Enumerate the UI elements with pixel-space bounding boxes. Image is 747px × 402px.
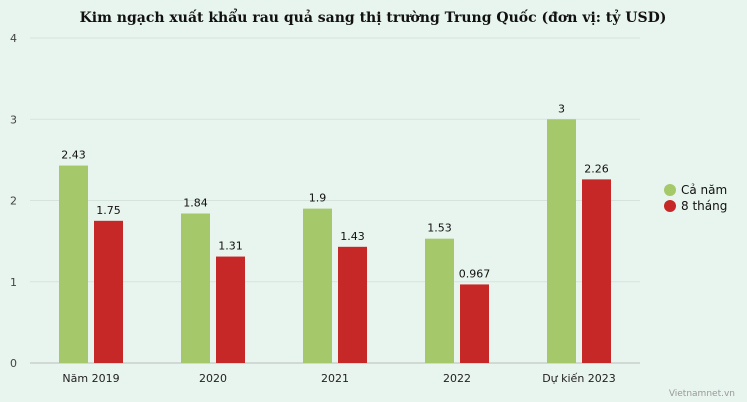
legend[interactable]: Cả năm 8 tháng — [664, 183, 727, 213]
bar[interactable] — [460, 284, 489, 363]
data-label: 1.43 — [340, 230, 365, 243]
legend-label[interactable]: Cả năm — [681, 183, 727, 197]
bar[interactable] — [94, 220, 123, 363]
x-axis-labels: Năm 2019 2020 2021 2022 Dự kiến 2023 — [62, 372, 615, 385]
bar[interactable] — [547, 119, 576, 363]
x-tick-label: 2020 — [199, 372, 227, 385]
y-tick-label: 4 — [10, 32, 17, 45]
bar[interactable] — [338, 246, 367, 363]
data-label: 1.75 — [96, 204, 121, 217]
legend-label[interactable]: 8 tháng — [681, 199, 727, 213]
legend-marker[interactable] — [664, 184, 676, 196]
credit-text: Vietnamnet.vn — [669, 389, 735, 399]
x-tick-label: Năm 2019 — [62, 372, 119, 385]
data-labels: 2.43 1.75 1.84 1.31 1.9 1.43 1.53 0.967 3 2.26 — [61, 102, 609, 280]
data-label: 3 — [558, 102, 565, 115]
bars — [59, 119, 611, 363]
y-axis-ticks: 0 1 2 3 4 — [10, 32, 17, 370]
y-tick-label: 1 — [10, 276, 17, 289]
bar[interactable] — [425, 238, 454, 363]
data-label: 1.31 — [218, 240, 243, 253]
bar[interactable] — [59, 165, 88, 363]
data-label: 1.9 — [309, 192, 327, 205]
data-label: 0.967 — [459, 267, 491, 280]
bar[interactable] — [181, 213, 210, 364]
legend-marker[interactable] — [664, 200, 676, 212]
x-tick-label: 2021 — [321, 372, 349, 385]
y-tick-label: 0 — [10, 357, 17, 370]
data-label: 2.26 — [584, 162, 609, 175]
data-label: 1.84 — [183, 197, 208, 210]
chart-title: Kim ngạch xuất khẩu rau quả sang thị trư… — [80, 8, 667, 26]
x-tick-label: 2022 — [443, 372, 471, 385]
bar[interactable] — [303, 208, 332, 363]
bar[interactable] — [216, 256, 245, 363]
grid — [30, 37, 640, 364]
x-tick-label: Dự kiến 2023 — [542, 372, 616, 385]
y-tick-label: 3 — [10, 113, 17, 126]
y-tick-label: 2 — [10, 195, 17, 208]
bar[interactable] — [582, 179, 611, 363]
data-label: 2.43 — [61, 149, 86, 162]
data-label: 1.53 — [427, 222, 452, 235]
